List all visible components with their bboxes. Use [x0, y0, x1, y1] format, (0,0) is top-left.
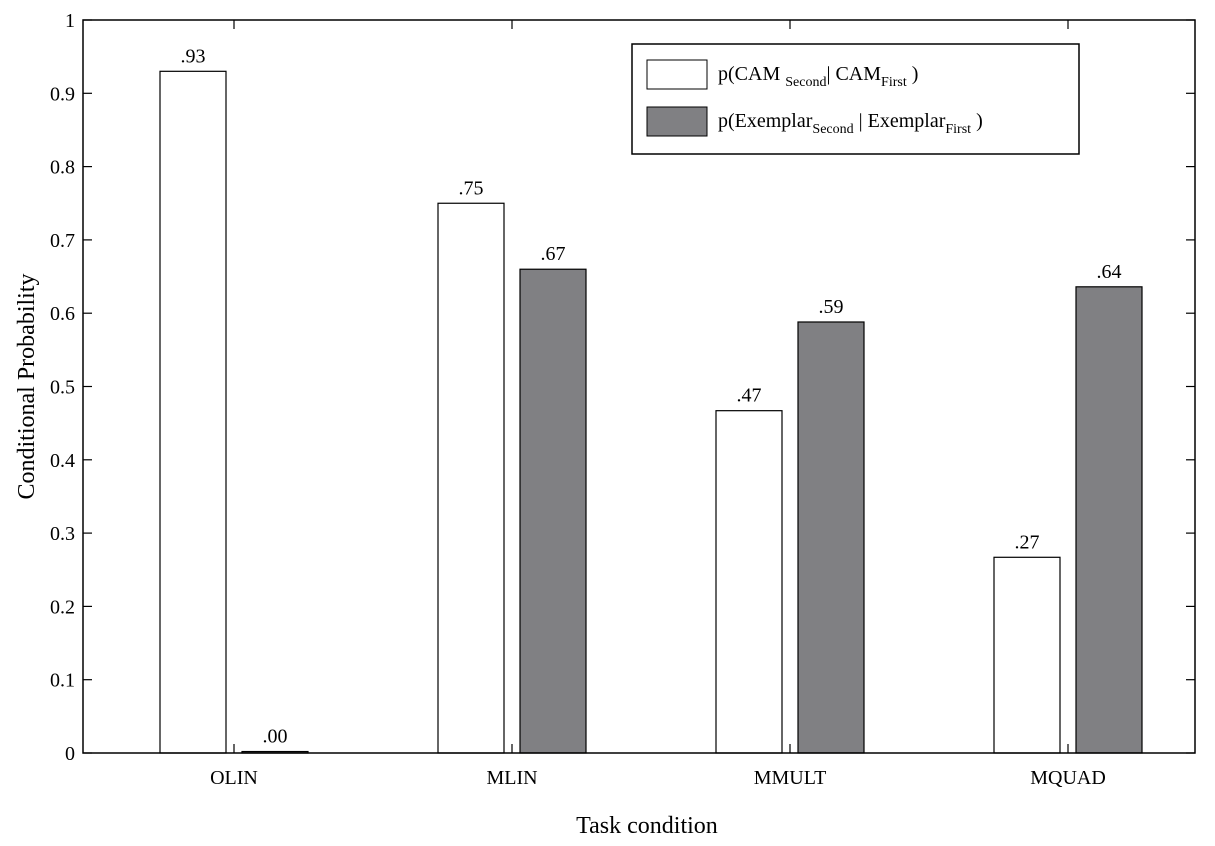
data-label-mquad-series-2: .64	[1097, 261, 1122, 283]
y-tick-label: 0.6	[50, 303, 75, 325]
bar-mlin-series-2	[519, 268, 587, 754]
x-tick-label-mquad: MQUAD	[1030, 767, 1106, 789]
data-label-mmult-series-2: .59	[819, 296, 844, 318]
y-tick-label: 0	[65, 743, 75, 765]
y-axis-title: Conditional Probability	[14, 274, 40, 500]
data-label-olin-series-2: .00	[263, 726, 288, 748]
legend-entry-cam: p(CAM Second| CAMFirst )	[718, 63, 918, 90]
x-tick-label-mlin: MLIN	[486, 767, 537, 789]
bar-mmult-series-1	[715, 410, 783, 754]
legend-cam-sub-second: Second	[785, 75, 826, 90]
y-axis-ticks: 0 0.1 0.2 0.3 0.4 0.5 0.6 0.7 0.8 0.9 1	[50, 10, 1195, 765]
y-tick-label: 0.7	[50, 230, 75, 252]
bar-mmult-series-2	[797, 321, 865, 754]
data-label-mlin-series-2: .67	[541, 243, 566, 265]
y-tick-label: 1	[65, 10, 75, 32]
data-label-mmult-series-1: .47	[737, 385, 762, 407]
legend-exemplar-prefix: p(Exemplar	[718, 110, 813, 132]
legend-exemplar-suffix: )	[971, 110, 983, 132]
legend-exemplar-sub-first: First	[945, 122, 971, 137]
legend-entry-exemplar: p(ExemplarSecond | ExemplarFirst )	[718, 110, 983, 137]
data-label-olin-series-1: .93	[181, 45, 206, 67]
legend-cam-prefix: p(CAM	[718, 63, 785, 85]
data-label-mlin-series-1: .75	[459, 177, 484, 199]
legend: p(CAM Second| CAMFirst ) p(ExemplarSecon…	[631, 43, 1080, 155]
legend-swatch-exemplar	[646, 106, 708, 137]
x-tick-label-olin: OLIN	[210, 767, 258, 789]
legend-exemplar-sub-second: Second	[812, 122, 853, 137]
x-tick-label-mmult: MMULT	[754, 767, 827, 789]
y-tick-label: 0.4	[50, 450, 75, 472]
bars-layer	[159, 70, 1143, 754]
bar-mquad-series-2	[1075, 286, 1143, 754]
bar-mquad-series-1	[993, 556, 1061, 754]
bar-mlin-series-1	[437, 202, 505, 754]
y-tick-label: 0.5	[50, 377, 75, 399]
legend-cam-mid: | CAM	[826, 63, 881, 85]
x-axis-title: Task condition	[576, 813, 718, 839]
legend-cam-sub-first: First	[881, 75, 907, 90]
bar-olin-series-1	[159, 70, 227, 754]
plot-frame	[82, 19, 1196, 754]
data-label-mquad-series-1: .27	[1015, 531, 1040, 553]
x-axis-ticks: OLIN MLIN MMULT MQUAD	[210, 20, 1106, 789]
data-labels-layer: .93 .00 .75 .67 .47 .59 .27 .64	[181, 45, 1122, 747]
y-tick-label: 0.8	[50, 157, 75, 179]
y-tick-label: 0.9	[50, 83, 75, 105]
legend-cam-suffix: )	[907, 63, 919, 85]
y-tick-label: 0.3	[50, 523, 75, 545]
legend-exemplar-mid: | Exemplar	[854, 110, 946, 132]
y-tick-label: 0.2	[50, 596, 75, 618]
y-tick-label: 0.1	[50, 670, 75, 692]
legend-swatch-cam	[646, 59, 708, 90]
